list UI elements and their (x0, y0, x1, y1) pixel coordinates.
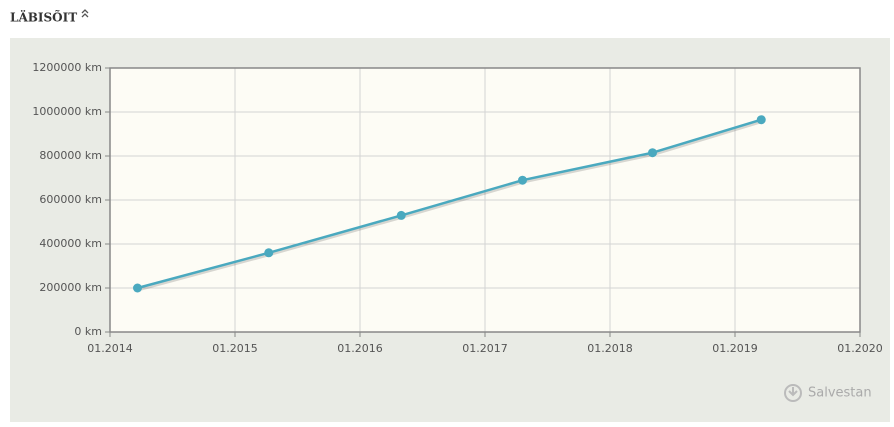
y-tick-label: 1000000 km (32, 105, 102, 118)
y-tick-label: 800000 km (39, 149, 102, 162)
save-icon (784, 384, 802, 402)
point (396, 210, 406, 220)
point (264, 248, 274, 258)
x-tick-label: 01.2014 (87, 342, 133, 355)
x-tick-label: 01.2020 (837, 342, 883, 355)
save-arrow (788, 387, 798, 397)
save-label[interactable]: Salvestan (808, 386, 872, 401)
x-tick-label: 01.2018 (587, 342, 633, 355)
section-title: LÄBISÕIT (10, 10, 77, 25)
y-tick-label: 600000 km (39, 193, 102, 206)
save-button[interactable]: Salvestan (784, 384, 872, 402)
y-tick-label: 400000 km (39, 237, 102, 250)
series-line (137, 118, 762, 290)
plot-border (109, 67, 861, 333)
point (518, 175, 527, 185)
x-tick-label: 01.2019 (712, 342, 758, 355)
x-tick-label: 01.2015 (212, 342, 258, 355)
y-tick-label: 0 km (74, 325, 102, 338)
point (133, 283, 142, 293)
point (648, 148, 657, 158)
y-tick-label: 1200000 km (32, 61, 102, 74)
collapse-toggle[interactable] (81, 9, 89, 18)
line-shadow (138, 120, 763, 292)
x-tick-label: 01.2016 (337, 342, 383, 355)
point (756, 115, 766, 125)
x-tick-label: 01.2017 (462, 342, 508, 355)
y-tick-label: 200000 km (39, 281, 102, 294)
